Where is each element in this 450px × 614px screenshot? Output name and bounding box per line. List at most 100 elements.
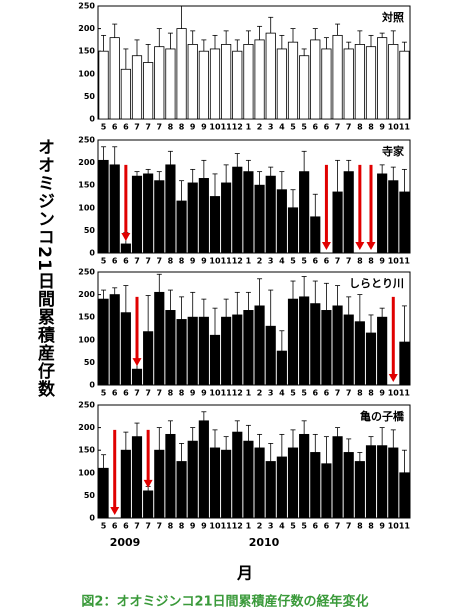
bar <box>354 44 365 120</box>
x-tick-label: 8 <box>179 123 185 132</box>
bar <box>343 314 354 386</box>
bar <box>143 173 154 254</box>
bar <box>232 166 243 254</box>
x-tick-label: 11 <box>221 123 233 132</box>
x-tick-label: 9 <box>379 389 385 398</box>
x-tick-label: 11 <box>221 522 233 531</box>
panel-title: 対照 <box>381 10 404 24</box>
bar <box>109 37 120 120</box>
x-tick-label: 9 <box>379 522 385 531</box>
x-tick-label: 7 <box>335 389 341 398</box>
y-tick-label: 200 <box>78 24 95 33</box>
bar <box>388 44 399 120</box>
y-tick-label: 0 <box>89 115 95 124</box>
bar <box>254 305 265 386</box>
bar <box>154 46 165 120</box>
bar <box>187 440 198 519</box>
bar <box>176 200 187 254</box>
y-tick-label: 250 <box>78 401 95 410</box>
x-tick-label: 8 <box>168 123 174 132</box>
x-tick-label: 7 <box>346 123 352 132</box>
x-tick-label: 9 <box>201 522 207 531</box>
y-tick-label: 150 <box>78 47 95 56</box>
bar <box>187 182 198 254</box>
x-tick-label: 6 <box>324 389 330 398</box>
bar <box>221 44 232 120</box>
arrow-head <box>321 242 331 250</box>
bar <box>221 449 232 519</box>
x-tick-label: 4 <box>279 522 285 531</box>
bar <box>399 191 410 254</box>
bar <box>109 294 120 386</box>
plot-frame <box>97 271 411 386</box>
x-tick-label: 8 <box>368 522 374 531</box>
x-tick-label: 7 <box>145 389 151 398</box>
x-tick-label: 9 <box>190 123 196 132</box>
bar <box>209 196 221 254</box>
bar <box>198 178 209 254</box>
x-tick-label: 8 <box>368 389 374 398</box>
plot-frame <box>97 139 411 254</box>
bar <box>154 180 165 254</box>
bar <box>143 331 154 386</box>
bar <box>176 28 187 120</box>
bar <box>343 452 354 519</box>
x-tick-label: 10 <box>388 389 400 398</box>
x-tick-label: 8 <box>179 389 185 398</box>
x-tick-label: 7 <box>156 522 162 531</box>
bar <box>332 436 343 519</box>
bar <box>254 39 265 120</box>
bar <box>377 316 388 386</box>
y-tick-label: 0 <box>89 514 95 523</box>
bar <box>310 303 321 386</box>
y-tick-label: 100 <box>78 468 95 477</box>
x-tick-label: 7 <box>145 522 151 531</box>
x-tick-label: 8 <box>179 257 185 266</box>
bar <box>120 312 131 386</box>
bar <box>299 55 310 120</box>
x-tick-label: 2 <box>257 257 263 266</box>
x-tick-label: 1 <box>246 257 252 266</box>
x-tick-label: 6 <box>123 522 129 531</box>
x-axis-label: 月 <box>236 564 253 583</box>
x-tick-label: 7 <box>335 257 341 266</box>
bar <box>377 445 388 519</box>
bar <box>131 175 143 254</box>
x-tick-label: 7 <box>145 123 151 132</box>
bar <box>187 316 198 386</box>
bar <box>276 48 287 120</box>
x-tick-label: 6 <box>123 123 129 132</box>
bar <box>198 420 209 519</box>
bar <box>332 34 343 120</box>
y-tick-label: 250 <box>78 2 95 11</box>
x-tick-label: 8 <box>179 522 185 531</box>
bar <box>232 431 243 519</box>
y-tick-label: 150 <box>78 446 95 455</box>
bar <box>176 319 187 386</box>
x-tick-label: 6 <box>312 123 318 132</box>
x-tick-label: 1 <box>246 522 252 531</box>
bar <box>209 48 221 120</box>
x-tick-label: 5 <box>290 123 296 132</box>
bar <box>165 164 176 254</box>
x-tick-label: 6 <box>324 522 330 531</box>
bar <box>154 291 165 386</box>
bar <box>321 48 332 120</box>
bar <box>154 449 165 519</box>
bar <box>287 447 299 519</box>
x-tick-label: 7 <box>145 257 151 266</box>
bar <box>243 440 254 519</box>
arrow-head <box>110 507 120 515</box>
bar <box>131 436 143 519</box>
bar <box>165 433 176 519</box>
arrow-head <box>366 242 376 250</box>
x-tick-label: 9 <box>201 257 207 266</box>
bar <box>399 50 410 120</box>
x-tick-label: 7 <box>134 257 140 266</box>
bar <box>243 44 254 120</box>
x-tick-label: 11 <box>399 389 411 398</box>
bar <box>176 461 187 519</box>
x-tick-label: 8 <box>357 389 363 398</box>
x-tick-label: 6 <box>112 522 118 531</box>
y-tick-label: 150 <box>78 313 95 322</box>
